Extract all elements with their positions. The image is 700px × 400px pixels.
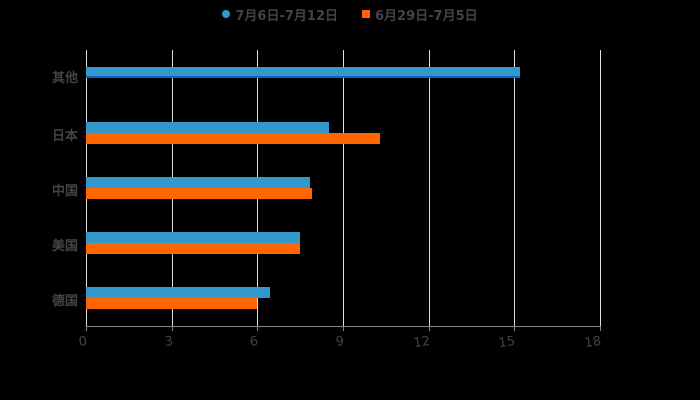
x-tick-label: 15 xyxy=(497,334,517,352)
legend-swatch-blue-icon xyxy=(222,10,231,18)
legend-swatch-orange-icon xyxy=(362,10,370,18)
legend-label: 6月29日-7月5日 xyxy=(375,8,478,24)
legend-item-series-1[interactable]: 7月6日-7月12日 xyxy=(222,5,338,24)
bar-series-2[interactable] xyxy=(86,188,312,199)
category-label: 日本 xyxy=(51,129,78,144)
category-label: 美国 xyxy=(51,239,78,254)
gridline xyxy=(514,50,516,327)
x-tick xyxy=(171,326,173,331)
x-tick xyxy=(257,326,259,331)
x-tick xyxy=(343,326,344,331)
bar-series-1[interactable] xyxy=(86,177,311,188)
bar-series-2[interactable] xyxy=(86,133,381,144)
x-tick-label: 9 xyxy=(334,334,346,351)
bar-series-2[interactable] xyxy=(86,298,258,309)
x-tick xyxy=(86,326,87,331)
category-label: 其他 xyxy=(51,71,78,86)
bar-series-2[interactable] xyxy=(86,243,301,254)
x-tick-label: 18 xyxy=(583,334,603,352)
x-axis xyxy=(86,326,601,327)
category-label: 德国 xyxy=(51,294,78,309)
x-tick xyxy=(600,326,601,331)
gridline xyxy=(600,50,601,327)
x-tick-label: 0 xyxy=(77,334,89,351)
category-label: 中国 xyxy=(51,184,78,199)
legend-item-series-2[interactable]: 6月29日-7月5日 xyxy=(362,5,478,24)
x-tick-label: 6 xyxy=(249,334,260,351)
legend-label: 7月6日-7月12日 xyxy=(235,8,338,24)
bar-series-1[interactable] xyxy=(86,122,329,133)
chart-legend: 7月6日-7月12日 6月29日-7月5日 xyxy=(0,4,700,24)
bar-series-1[interactable] xyxy=(86,287,271,298)
bar-series-1[interactable] xyxy=(86,232,301,243)
x-tick xyxy=(514,326,516,331)
x-tick-label: 3 xyxy=(163,334,174,351)
bar-series-1[interactable] xyxy=(86,67,521,78)
x-tick xyxy=(428,326,430,331)
gridline xyxy=(428,50,430,327)
x-tick-label: 12 xyxy=(412,334,431,352)
gridline xyxy=(343,50,344,327)
